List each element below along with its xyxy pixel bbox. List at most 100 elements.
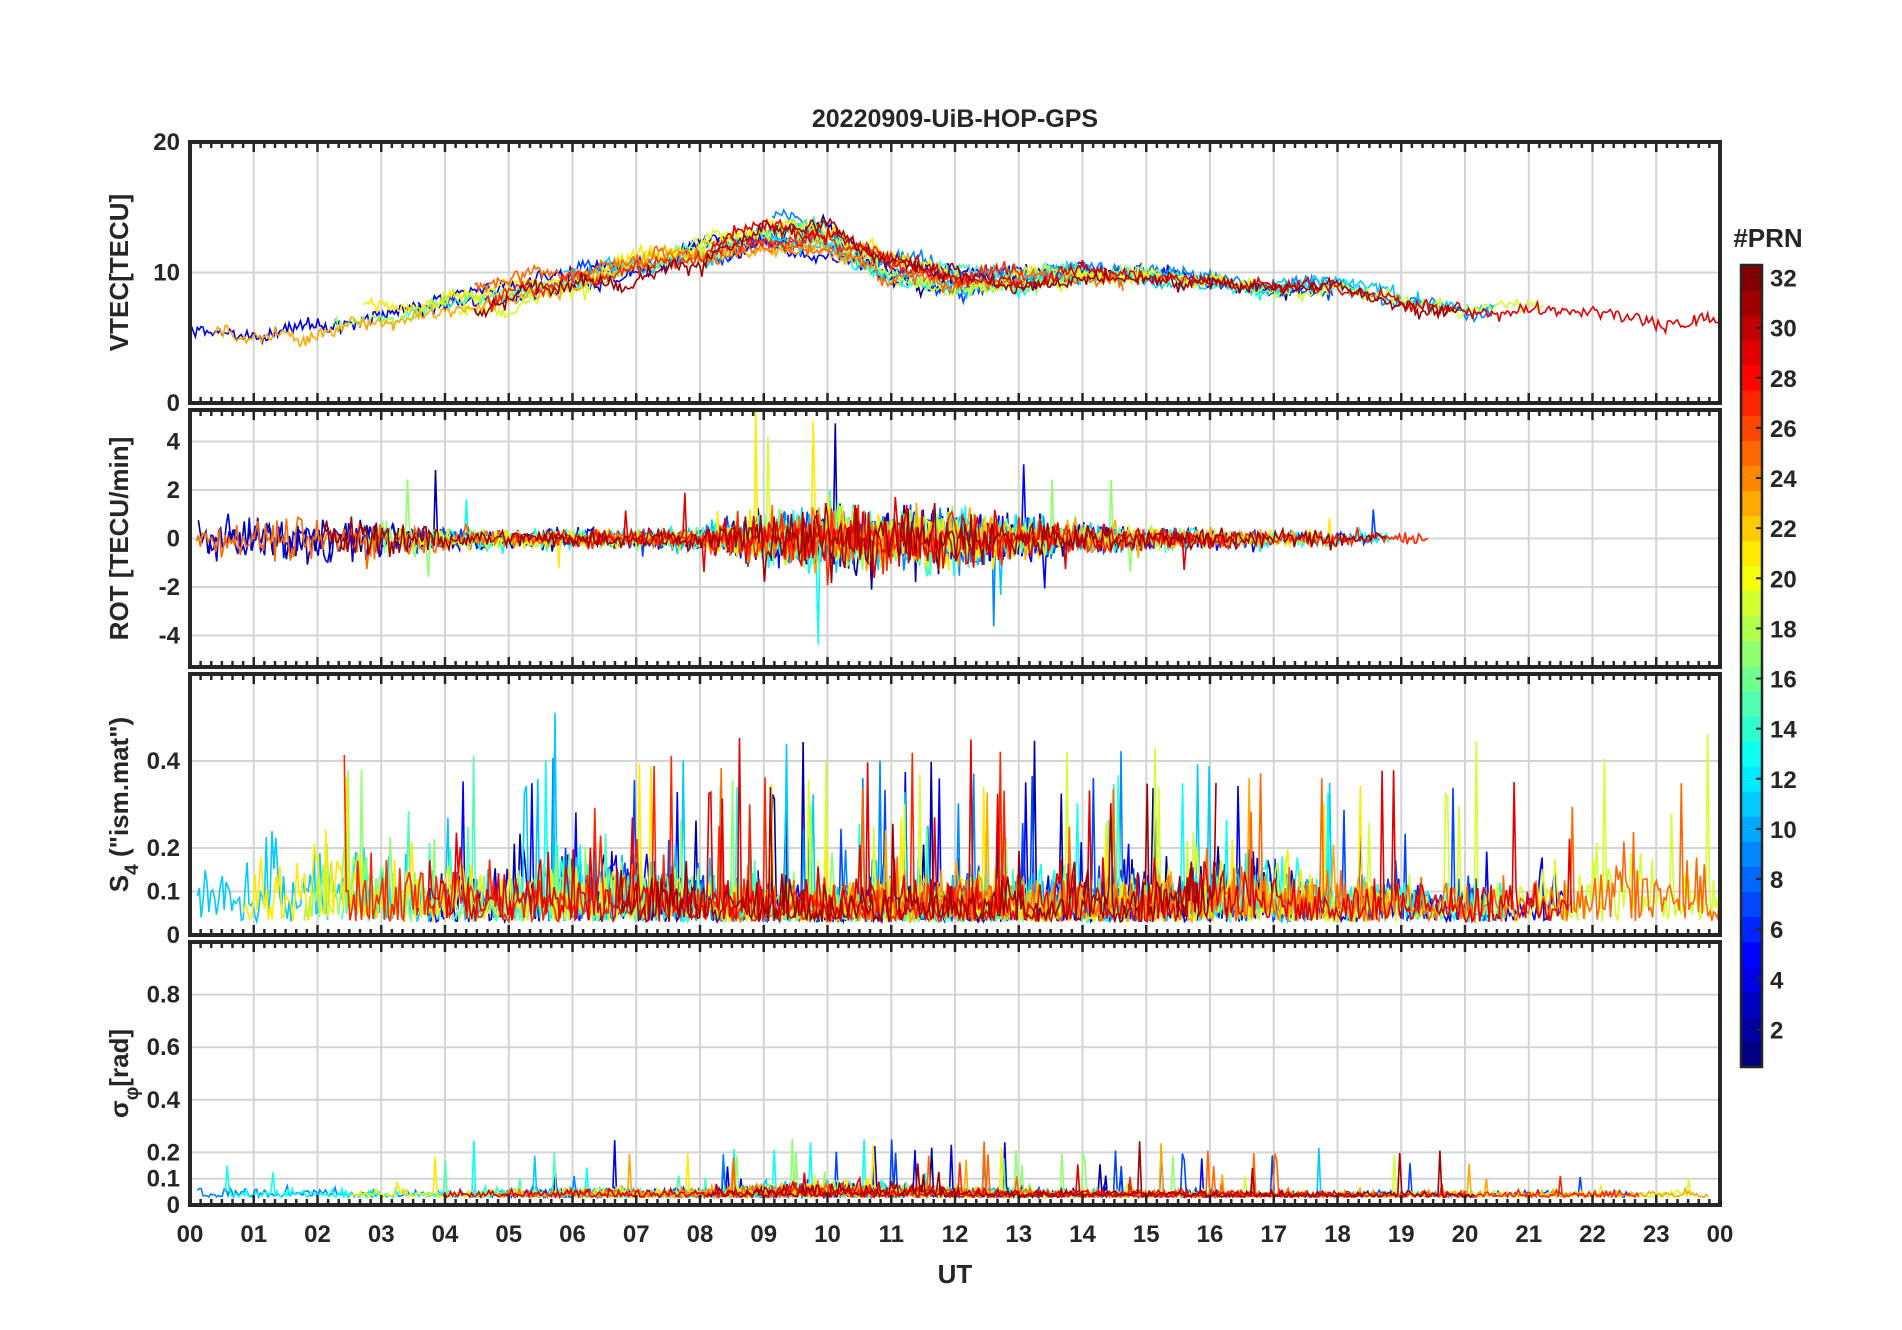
- colorbar-tick-label: 18: [1770, 616, 1797, 643]
- colorbar-cell: [1741, 590, 1762, 617]
- x-tick-label: 09: [750, 1221, 777, 1248]
- colorbar-cell: [1741, 315, 1762, 341]
- colorbar-cell: [1741, 741, 1762, 767]
- x-tick-label: 10: [814, 1221, 841, 1248]
- y-tick-label: -4: [159, 622, 181, 649]
- colorbar-tick-label: 28: [1770, 366, 1797, 393]
- colorbar-cell: [1741, 766, 1762, 792]
- x-tick-label: 07: [623, 1221, 650, 1248]
- colorbar-cell: [1741, 966, 1762, 993]
- series-group-sigma_phi: [196, 1138, 1709, 1201]
- y-tick-label: 0: [167, 1192, 180, 1219]
- series-prn-25: [710, 768, 1720, 924]
- colorbar-tick-label: 20: [1770, 566, 1797, 593]
- colorbar-tick-label: 10: [1770, 817, 1797, 844]
- colorbar-cell: [1741, 716, 1762, 742]
- x-axis-label: UT: [938, 1259, 973, 1289]
- x-tick-label: 05: [495, 1221, 522, 1248]
- colorbar-tick-label: 4: [1770, 967, 1784, 994]
- colorbar-cell: [1741, 791, 1762, 817]
- y-tick-label: 0.2: [147, 835, 180, 862]
- y-tick-label: 0.6: [147, 1034, 180, 1061]
- colorbar-cell: [1741, 916, 1762, 943]
- x-tick-label: 00: [177, 1221, 204, 1248]
- y-tick-label: 0.8: [147, 982, 180, 1009]
- x-ticks-vtec: [188, 142, 1722, 403]
- colorbar-tick-label: 26: [1770, 416, 1797, 443]
- colorbar-tick-label: 32: [1770, 266, 1797, 293]
- colorbar-frame: [1739, 263, 1764, 1069]
- colorbar-cell: [1741, 816, 1762, 842]
- series-prn-23: [598, 1143, 1709, 1200]
- colorbar-tick-label: 22: [1770, 516, 1797, 543]
- colorbar-cell: [1741, 290, 1762, 316]
- colorbar-cell: [1741, 991, 1762, 1018]
- y-tick-label: 0.1: [147, 1166, 180, 1193]
- colorbar-cell: [1741, 615, 1762, 642]
- colorbar-cell: [1741, 390, 1762, 416]
- colorbar-cell: [1741, 415, 1762, 441]
- colorbar-tick-label: 2: [1770, 1017, 1783, 1044]
- x-tick-label: 04: [432, 1221, 459, 1248]
- y-axis-label-sigma_phi: σφ[rad]: [104, 1029, 143, 1118]
- y-axis-label-vtec: VTEC[TECU]: [104, 194, 134, 351]
- x-tick-label: 22: [1579, 1221, 1606, 1248]
- x-tick-label: 11: [879, 1221, 904, 1248]
- colorbar-tick-label: 16: [1770, 667, 1797, 694]
- series-prn-31: [321, 502, 1387, 584]
- series-prn-31: [618, 782, 1217, 924]
- x-ticks-s4: [188, 674, 1722, 935]
- colorbar-cell: [1741, 440, 1762, 466]
- series-prn-31: [473, 217, 1460, 320]
- colorbar-cell: [1741, 465, 1762, 492]
- colorbar-cell: [1741, 490, 1762, 517]
- panel-vtec: 0 10 20 VTEC[TECU]: [104, 129, 1722, 417]
- x-tick-label: 19: [1388, 1221, 1415, 1248]
- y-tick-label: 0: [167, 390, 180, 417]
- y-axis-label-s4: S4 ("ism.mat"): [104, 717, 143, 892]
- colorbar-cell: [1741, 891, 1762, 918]
- grid-sigma_phi: [190, 942, 1720, 1206]
- x-tick-label: 13: [1005, 1221, 1032, 1248]
- panel-s4: 0 0.1 0.2 0.4S4 ("ism.mat"): [104, 672, 1722, 949]
- x-tick-label: 21: [1515, 1221, 1542, 1248]
- series-prn-31: [705, 1141, 1475, 1200]
- series-group-rot: [195, 410, 1429, 645]
- series-group-vtec: [190, 208, 1720, 349]
- y-tick-label: 0.1: [147, 879, 180, 906]
- x-tick-label: 02: [304, 1221, 331, 1248]
- y-tick-label: 20: [153, 129, 180, 156]
- y-tick-label: 0.2: [147, 1139, 180, 1166]
- x-tick-label: 01: [240, 1221, 267, 1248]
- colorbar-label: #PRN: [1733, 223, 1802, 253]
- y-axis-label-rot: ROT [TECU/min]: [104, 437, 134, 641]
- colorbar-cell: [1741, 666, 1762, 692]
- colorbar-cell: [1741, 941, 1762, 968]
- colorbar-tick-label: 30: [1770, 316, 1797, 343]
- x-tick-label: 18: [1324, 1221, 1351, 1248]
- colorbar-tick-label: 6: [1770, 917, 1783, 944]
- x-tick-label: 17: [1260, 1221, 1287, 1248]
- colorbar-cell: [1741, 565, 1762, 592]
- colorbar-cell: [1741, 841, 1762, 867]
- panel-rot: -4 -2 0 2 4 ROT [TECU/min]: [104, 408, 1722, 669]
- y-tick-label: 0: [167, 526, 180, 553]
- x-tick-label: 12: [942, 1221, 969, 1248]
- x-tick-label: 03: [368, 1221, 395, 1248]
- series-prn-2: [197, 423, 1177, 590]
- colorbar-cell: [1741, 1041, 1762, 1068]
- x-tick-label: 16: [1197, 1221, 1224, 1248]
- colorbar-cell: [1741, 365, 1762, 391]
- x-tick-label: 23: [1643, 1221, 1670, 1248]
- y-tick-label: 10: [153, 260, 180, 287]
- colorbar-cell: [1741, 540, 1762, 567]
- colorbar-cell: [1741, 640, 1762, 667]
- colorbar-cell: [1741, 1016, 1762, 1043]
- series-group-s4: [196, 712, 1720, 925]
- y-tick-label: -2: [159, 574, 180, 601]
- y-tick-label: 4: [167, 429, 181, 456]
- x-ticks-sigma_phi: [188, 942, 1722, 1205]
